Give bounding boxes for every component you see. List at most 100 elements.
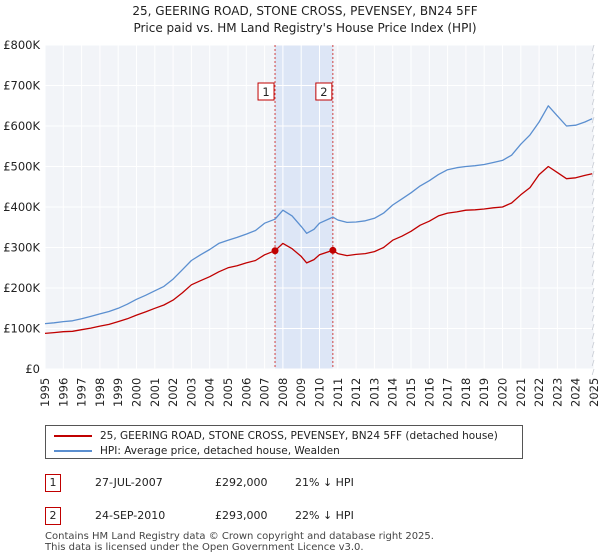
x-tick-label: 2002 [166,378,180,407]
x-tick-label: 1997 [75,378,89,407]
x-tick-label: 2013 [367,378,381,407]
y-tick-label: £700K [3,79,40,93]
series-line [44,165,593,335]
x-tick-label: 2010 [313,378,327,407]
legend-swatch-property [54,434,92,437]
transaction-price: £293,000 [215,509,268,522]
future-hatch [591,80,595,88]
future-hatch [591,179,595,187]
future-hatch [591,287,595,295]
chart-subtitle: Price paid vs. HM Land Registry's House … [133,21,476,35]
x-tick-label: 2007 [258,378,272,407]
plot-area: 1 2 £0 £100K £200K £300K £400K £500K £600K £700K £… [3,38,600,407]
future-hatch [591,89,595,97]
x-tick-label: 2021 [514,378,528,407]
x-tick-label: 2016 [422,378,436,407]
legend: 25, GEERING ROAD, STONE CROSS, PEVENSEY,… [45,425,523,459]
transaction-date: 27-JUL-2007 [95,476,163,489]
transaction-hpi: 21% ↓ HPI [295,476,354,489]
future-hatch [591,350,595,358]
future-hatch [591,143,595,151]
future-hatch [591,44,595,52]
future-hatch [591,98,595,106]
future-hatch [591,107,595,115]
future-hatch [591,161,595,169]
price-chart: 25, GEERING ROAD, STONE CROSS, PEVENSEY,… [3,4,600,407]
future-hatch [591,152,595,160]
sale-point [329,246,337,254]
x-tick-label: 2004 [203,378,217,407]
footer-line: Contains HM Land Registry data © Crown c… [45,531,434,542]
y-tick-label: £800K [3,38,40,52]
marker-label: 1 [262,85,269,99]
footer-line: This data is licensed under the Open Gov… [45,542,364,553]
future-hatch [591,386,595,394]
y-tick-label: £500K [3,160,40,174]
x-tick-label: 2022 [532,378,546,407]
transaction-price: £292,000 [215,476,268,489]
future-hatch [591,206,595,214]
future-hatch [591,332,595,340]
x-tick-label: 2025 [587,378,600,407]
legend-label-hpi: HPI: Average price, detached house, Weal… [100,444,340,457]
marker-label-box [257,82,275,101]
future-hatch [591,341,595,349]
series-line [44,105,593,325]
future-hatch [591,314,595,322]
future-hatch [591,323,595,331]
x-tick-label: 2015 [404,378,418,407]
future-hatch [591,224,595,232]
x-tick-label: 1996 [56,378,70,407]
y-tick-label: £600K [3,119,40,133]
y-tick-label: £400K [3,200,40,214]
x-tick-label: 2012 [349,378,363,407]
y-tick-label: £100K [3,322,40,336]
future-hatch [591,188,595,196]
y-tick-label: £0 [25,362,40,376]
x-tick-label: 2001 [148,378,162,407]
x-tick-label: 2018 [459,378,473,407]
future-hatch [591,170,595,178]
x-tick-label: 2019 [477,378,491,407]
future-hatch [591,116,595,124]
future-hatch [591,359,595,367]
x-tick-label: 2000 [130,378,144,407]
legend-swatch-hpi [54,449,92,452]
transaction-badge: 1 [45,474,61,492]
chart-title: 25, GEERING ROAD, STONE CROSS, PEVENSEY,… [132,4,477,18]
future-hatch [591,368,595,376]
x-tick-label: 2011 [331,378,345,407]
transaction-date: 24-SEP-2010 [95,509,166,522]
legend-item-hpi: HPI: Average price, detached house, Weal… [54,443,340,458]
x-tick-label: 2003 [184,378,198,407]
marker-label-box [315,82,333,101]
x-tick-label: 2024 [569,378,583,407]
legend-item-property: 25, GEERING ROAD, STONE CROSS, PEVENSEY,… [54,428,498,443]
legend-label-property: 25, GEERING ROAD, STONE CROSS, PEVENSEY,… [100,429,498,442]
future-hatch [591,305,595,313]
future-hatch [591,395,595,403]
future-hatch [591,125,595,133]
marker-label: 2 [320,85,327,99]
future-hatch [591,134,595,142]
future-hatch [591,62,595,70]
future-hatch [591,269,595,277]
x-tick-label: 2017 [441,378,455,407]
future-hatch [591,215,595,223]
future-hatch [591,278,595,286]
future-hatch [591,197,595,205]
future-hatch [591,71,595,79]
y-tick-label: £200K [3,281,40,295]
x-tick-label: 2008 [276,378,290,407]
future-hatch [591,377,595,385]
x-tick-label: 2020 [496,378,510,407]
future-hatch [591,296,595,304]
x-tick-label: 2014 [386,378,400,407]
future-hatch [591,53,595,61]
x-tick-label: 1995 [38,378,52,407]
footer: Contains HM Land Registry data © Crown c… [45,531,434,553]
transaction-hpi: 22% ↓ HPI [295,509,354,522]
transaction-badge: 2 [45,507,61,525]
x-tick-label: 2009 [294,378,308,407]
x-tick-label: 2005 [221,378,235,407]
